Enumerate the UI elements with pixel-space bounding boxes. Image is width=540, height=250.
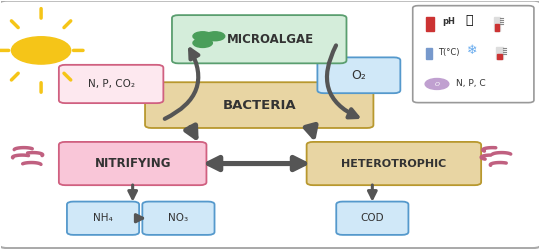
Circle shape <box>193 32 212 41</box>
FancyBboxPatch shape <box>67 202 139 235</box>
Text: NO₃: NO₃ <box>168 213 188 223</box>
Text: COD: COD <box>361 213 384 223</box>
Text: NH₄: NH₄ <box>93 213 113 223</box>
Text: pH: pH <box>442 17 455 26</box>
Text: N, P, CO₂: N, P, CO₂ <box>87 79 134 89</box>
FancyBboxPatch shape <box>336 202 408 235</box>
Text: ❄: ❄ <box>467 44 477 58</box>
Text: HETEROTROPHIC: HETEROTROPHIC <box>341 158 447 168</box>
Text: N, P, C: N, P, C <box>456 80 486 88</box>
Circle shape <box>205 32 225 41</box>
Bar <box>426 17 434 30</box>
Text: MICROALGAE: MICROALGAE <box>226 33 314 46</box>
FancyBboxPatch shape <box>143 202 214 235</box>
Bar <box>494 17 500 30</box>
Text: BACTERIA: BACTERIA <box>222 98 296 112</box>
Circle shape <box>425 78 449 90</box>
FancyBboxPatch shape <box>307 142 481 185</box>
Text: 🔥: 🔥 <box>465 14 472 26</box>
FancyBboxPatch shape <box>145 82 374 128</box>
Text: O: O <box>435 82 440 87</box>
Text: NITRIFYING: NITRIFYING <box>94 157 171 170</box>
Bar <box>495 24 499 30</box>
Text: T(°C): T(°C) <box>438 48 460 58</box>
FancyBboxPatch shape <box>318 58 400 93</box>
Bar <box>497 54 502 59</box>
FancyBboxPatch shape <box>413 6 534 102</box>
FancyBboxPatch shape <box>59 142 206 185</box>
Text: O₂: O₂ <box>352 69 366 82</box>
FancyBboxPatch shape <box>59 65 164 103</box>
Circle shape <box>193 38 212 48</box>
Bar <box>496 47 503 59</box>
Circle shape <box>11 37 71 64</box>
Bar <box>426 48 431 59</box>
FancyBboxPatch shape <box>172 15 347 63</box>
